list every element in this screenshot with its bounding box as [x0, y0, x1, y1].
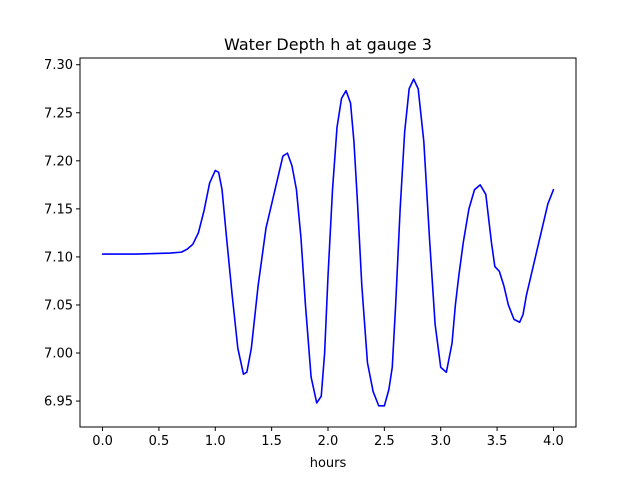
x-tick-label: 3.0 — [430, 434, 451, 449]
y-tick-label: 6.95 — [44, 395, 73, 410]
y-tick-label: 7.00 — [44, 347, 73, 362]
x-tick-label: 0.5 — [149, 434, 170, 449]
x-tick-label: 0.0 — [92, 434, 113, 449]
x-tick-label: 3.5 — [487, 434, 508, 449]
x-tick-label: 2.0 — [318, 434, 339, 449]
y-tick-label: 7.20 — [44, 154, 73, 169]
y-tick-label: 7.25 — [44, 106, 73, 121]
y-axis: 6.95 7.00 7.05 7.10 7.15 7.20 7.25 7.30 — [44, 58, 80, 410]
x-axis: 0.0 0.5 1.0 1.5 2.0 2.5 3.0 3.5 4.0 — [92, 427, 564, 449]
y-tick-label: 7.15 — [44, 202, 73, 217]
x-tick-label: 4.0 — [543, 434, 564, 449]
x-tick-label: 1.5 — [261, 434, 282, 449]
y-tick-label: 7.10 — [44, 250, 73, 265]
y-tick-label: 7.05 — [44, 298, 73, 313]
x-axis-label: hours — [310, 456, 347, 471]
x-tick-label: 1.0 — [205, 434, 226, 449]
y-tick-label: 7.30 — [44, 58, 73, 73]
x-tick-label: 2.5 — [374, 434, 395, 449]
series-line-0 — [101, 78, 555, 407]
chart-title: Water Depth h at gauge 3 — [224, 35, 432, 54]
